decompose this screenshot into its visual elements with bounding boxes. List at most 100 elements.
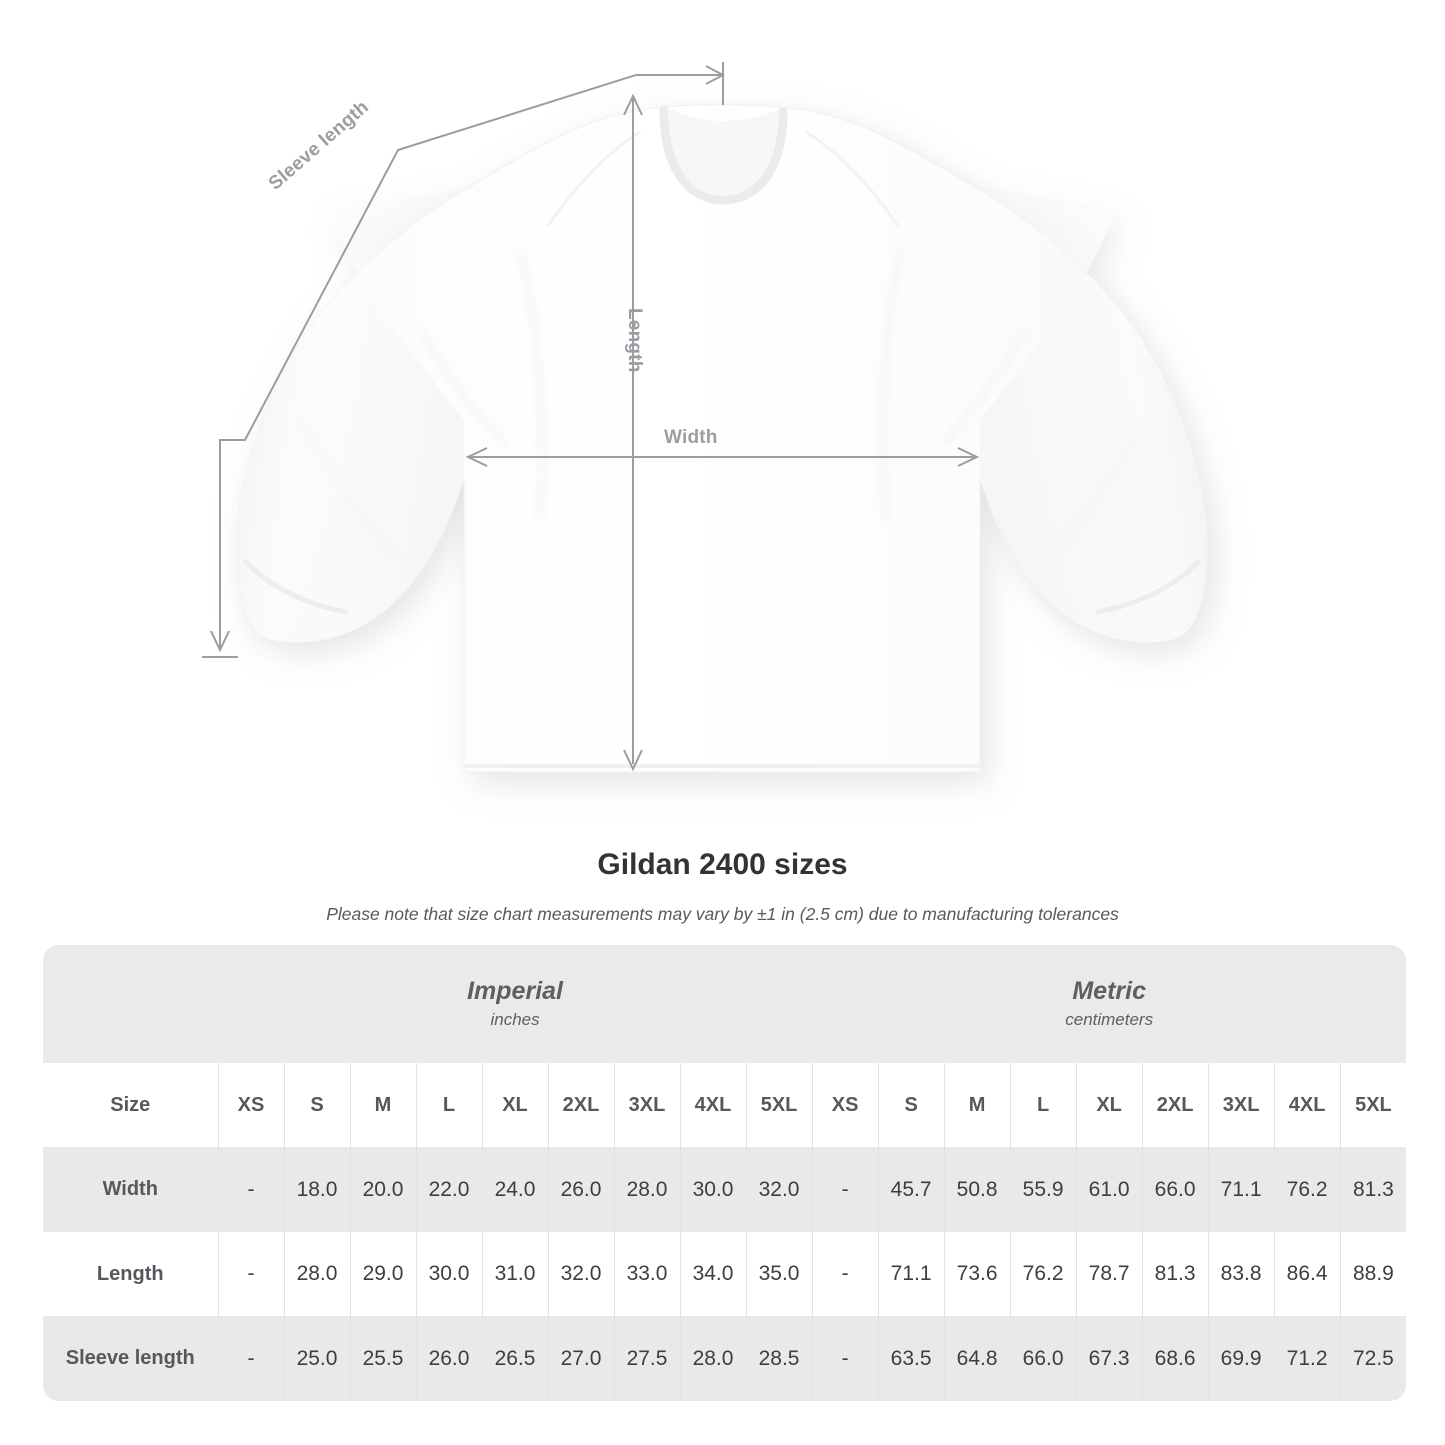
sleeve-length-line [219, 74, 723, 648]
unit-sub-imperial: inches [490, 1010, 540, 1029]
width-arrow-head-right [957, 447, 980, 467]
size-header-metric-2xl: 2XL [1141, 1063, 1209, 1147]
cell-length-metric-s: 71.1 [877, 1232, 945, 1316]
unit-name-metric: Metric [1072, 977, 1146, 1005]
cell-width-metric-3xl: 71.1 [1207, 1147, 1275, 1232]
size-header-metric-xl: XL [1075, 1063, 1143, 1147]
cell-length-imperial-3xl: 33.0 [613, 1232, 680, 1316]
size-header-metric-4xl: 4XL [1273, 1063, 1341, 1147]
cell-width-imperial-3xl: 28.0 [613, 1147, 680, 1232]
cell-length-imperial-m: 29.0 [349, 1232, 416, 1316]
cell-sleeve-metric-3xl: 69.9 [1207, 1316, 1275, 1401]
unit-name-imperial: Imperial [467, 977, 563, 1005]
cell-length-metric-5xl: 88.9 [1339, 1232, 1407, 1316]
row-label-width: Width [43, 1147, 218, 1232]
cell-sleeve-metric-5xl: 72.5 [1339, 1316, 1407, 1401]
size-header-metric-3xl: 3XL [1207, 1063, 1275, 1147]
cell-sleeve-imperial-5xl: 28.5 [745, 1316, 813, 1401]
cell-length-metric-xs: - [811, 1232, 879, 1316]
cell-width-imperial-s: 18.0 [283, 1147, 350, 1232]
left-sleeve-shade [236, 189, 466, 643]
left-shoulder-seam [546, 130, 641, 227]
cell-width-imperial-2xl: 26.0 [547, 1147, 614, 1232]
left-cuff-seam [242, 558, 349, 615]
cell-width-metric-4xl: 76.2 [1273, 1147, 1341, 1232]
cell-sleeve-imperial-xl: 26.5 [481, 1316, 548, 1401]
width-arrow-head-left [465, 447, 488, 467]
cell-sleeve-metric-xl: 67.3 [1075, 1316, 1143, 1401]
cell-width-metric-5xl: 81.3 [1339, 1147, 1407, 1232]
size-header-row: Size XS S M L XL 2XL 3XL 4XL 5XL XS S M … [43, 1063, 1407, 1147]
cell-length-imperial-xl: 31.0 [481, 1232, 548, 1316]
cell-sleeve-imperial-l: 26.0 [415, 1316, 482, 1401]
size-header-imperial-2xl: 2XL [547, 1063, 614, 1147]
cell-sleeve-metric-m: 64.8 [943, 1316, 1011, 1401]
cell-width-metric-l: 55.9 [1009, 1147, 1077, 1232]
cell-width-imperial-m: 20.0 [349, 1147, 416, 1232]
garment-illustration: Sleeve length Length Width [202, 62, 1208, 773]
shirt-diagram-svg [202, 62, 1208, 773]
row-label-sleeve-length: Sleeve length [43, 1316, 218, 1401]
size-header-metric-xs: XS [811, 1063, 879, 1147]
page-title: Gildan 2400 sizes [597, 848, 848, 881]
cell-length-metric-l: 76.2 [1009, 1232, 1077, 1316]
size-header-metric-s: S [877, 1063, 945, 1147]
cell-length-imperial-2xl: 32.0 [547, 1232, 614, 1316]
size-header-imperial-xl: XL [481, 1063, 548, 1147]
cell-length-imperial-5xl: 35.0 [745, 1232, 813, 1316]
cell-width-imperial-4xl: 30.0 [679, 1147, 746, 1232]
size-header-imperial-5xl: 5XL [745, 1063, 813, 1147]
right-cuff-seam [1095, 558, 1202, 615]
cell-width-metric-s: 45.7 [877, 1147, 945, 1232]
length-arrow-head-top [623, 93, 643, 116]
cell-width-metric-xl: 61.0 [1075, 1147, 1143, 1232]
cell-sleeve-imperial-xs: - [217, 1316, 284, 1401]
cell-length-imperial-xs: - [217, 1232, 284, 1316]
size-header-imperial-m: M [349, 1063, 416, 1147]
unit-banner-metric: Metric centimeters [812, 945, 1407, 1063]
cell-sleeve-imperial-s: 25.0 [283, 1316, 350, 1401]
size-header-metric-5xl: 5XL [1339, 1063, 1407, 1147]
size-header-imperial-l: L [415, 1063, 482, 1147]
cell-sleeve-imperial-2xl: 27.0 [547, 1316, 614, 1401]
cell-sleeve-metric-4xl: 71.2 [1273, 1316, 1341, 1401]
width-dimension-label: Width [664, 427, 718, 448]
row-label-length: Length [43, 1232, 218, 1316]
size-header-metric-l: L [1009, 1063, 1077, 1147]
cell-sleeve-imperial-m: 25.5 [349, 1316, 416, 1401]
table-row: Width - 18.0 20.0 22.0 24.0 26.0 28.0 30… [43, 1147, 1407, 1232]
cell-length-imperial-l: 30.0 [415, 1232, 482, 1316]
size-header-imperial-4xl: 4XL [679, 1063, 746, 1147]
size-chart-table: Imperial inches Metric centimeters Size … [43, 945, 1407, 1401]
cell-sleeve-metric-xs: - [811, 1316, 879, 1401]
cell-sleeve-imperial-4xl: 28.0 [679, 1316, 746, 1401]
fabric-folds [297, 249, 1149, 555]
unit-banner-spacer [43, 945, 218, 1063]
title-block: Gildan 2400 sizes Please note that size … [0, 845, 1445, 926]
collar-ribbing [659, 105, 788, 205]
size-header-imperial-xs: XS [217, 1063, 284, 1147]
cell-sleeve-imperial-3xl: 27.5 [613, 1316, 680, 1401]
size-table-container: Imperial inches Metric centimeters Size … [43, 945, 1407, 1401]
table-corner-header: Size [43, 1063, 218, 1147]
unit-banner-imperial: Imperial inches [218, 945, 813, 1063]
cell-length-metric-m: 73.6 [943, 1232, 1011, 1316]
sleeve-arrow-head-bottom [210, 630, 230, 653]
size-header-imperial-3xl: 3XL [613, 1063, 680, 1147]
cell-length-imperial-s: 28.0 [283, 1232, 350, 1316]
cell-length-metric-xl: 78.7 [1075, 1232, 1143, 1316]
shirt-body [236, 104, 1208, 773]
cell-width-imperial-l: 22.0 [415, 1147, 482, 1232]
cell-width-imperial-xs: - [217, 1147, 284, 1232]
length-dimension-label: Length [624, 308, 645, 373]
neck-opening [668, 108, 779, 196]
unit-sub-metric: centimeters [1065, 1010, 1154, 1029]
cell-width-metric-2xl: 66.0 [1141, 1147, 1209, 1232]
table-row: Length - 28.0 29.0 30.0 31.0 32.0 33.0 3… [43, 1232, 1407, 1316]
cell-sleeve-metric-2xl: 68.6 [1141, 1316, 1209, 1401]
cell-width-imperial-5xl: 32.0 [745, 1147, 813, 1232]
size-header-metric-m: M [943, 1063, 1011, 1147]
cell-length-imperial-4xl: 34.0 [679, 1232, 746, 1316]
dimension-lines [202, 62, 980, 772]
cell-width-imperial-xl: 24.0 [481, 1147, 548, 1232]
